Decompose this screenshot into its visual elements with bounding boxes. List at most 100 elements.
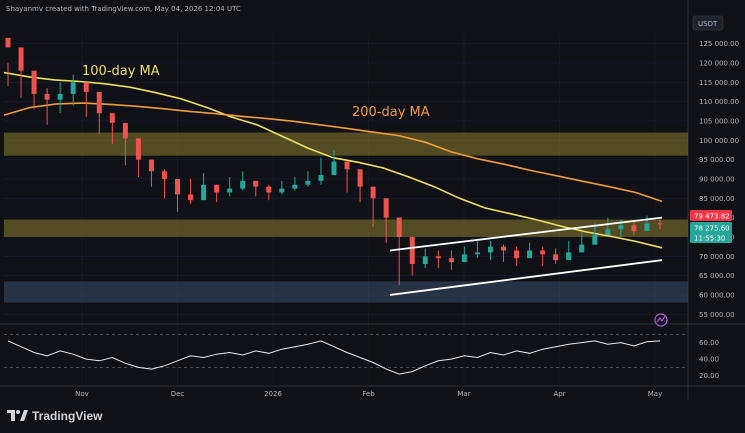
candle-body [370, 186, 376, 199]
price-tick-label: 105 000.00 [699, 117, 739, 125]
candle-body [409, 236, 415, 264]
candle-body [357, 169, 363, 187]
rsi-tick-label: 60.00 [699, 339, 719, 347]
candle-body [435, 256, 441, 259]
ma-line-0 [3, 71, 663, 249]
currency-badge[interactable] [692, 15, 724, 31]
candlestick-series [5, 37, 663, 286]
candle-body [540, 250, 546, 255]
candle-body [553, 254, 559, 261]
candle-body [592, 235, 598, 245]
candle-body [579, 244, 585, 253]
time-tick-label: Dec [171, 390, 185, 398]
price-tag-label: 78 275.60 [694, 225, 730, 233]
candle-body [5, 37, 11, 48]
price-tick-label: 125 000.00 [699, 40, 739, 48]
time-tick-label: Feb [362, 390, 375, 398]
tradingview-wordmark: TradingView [32, 409, 103, 423]
candle-body [618, 225, 624, 230]
candle-body [448, 258, 454, 263]
candle-body [96, 91, 102, 114]
candle-body [253, 180, 259, 187]
price-tick-label: 120 000.00 [699, 59, 739, 67]
candle-body [396, 217, 402, 237]
rsi-axis: 20.00 40.00 60.00 [699, 339, 719, 380]
price-tick-label: 95 000.00 [699, 156, 735, 164]
candle-body [148, 159, 154, 172]
ma-100-label: 100-day MA [82, 64, 160, 79]
candle-body [487, 246, 493, 253]
candle-body [383, 198, 389, 218]
ma-line-1 [3, 102, 663, 203]
time-tick-label: Apr [553, 390, 565, 398]
candle-body [122, 122, 128, 139]
candle-body [318, 175, 324, 181]
candle-body [227, 188, 233, 193]
price-tick-label: 110 000.00 [699, 98, 739, 106]
candle-body [70, 82, 76, 94]
price-tick-label: 65 000.00 [699, 272, 735, 280]
price-tag [690, 232, 732, 243]
candle-body [109, 113, 115, 123]
price-tick-label: 100 000.00 [699, 137, 739, 145]
candle-body [501, 246, 507, 251]
rsi-panel [4, 333, 688, 375]
candle-body [566, 252, 572, 261]
candle-body [135, 138, 141, 160]
candle-body [461, 254, 467, 263]
candle-body [57, 93, 63, 100]
candle-body [266, 186, 272, 193]
candle-body [214, 184, 220, 193]
price-tick-label: 70 000.00 [699, 253, 735, 261]
time-tick-label: 2026 [264, 390, 282, 398]
candle-body [201, 184, 207, 201]
candle-body [279, 188, 285, 193]
candle-body [292, 184, 298, 189]
candle-body [175, 178, 181, 195]
candle-body [631, 225, 637, 232]
rsi-line [7, 340, 661, 375]
candle-body [344, 161, 350, 170]
price-tag [690, 210, 732, 221]
candle-body [31, 70, 37, 94]
time-tick-label: May [648, 390, 662, 398]
candle-body [188, 194, 194, 201]
candle-body [305, 180, 311, 185]
support-resistance-zones [4, 132, 688, 303]
price-tag-label: 79 473.82 [694, 213, 730, 221]
price-tick-label: 90 000.00 [699, 175, 735, 183]
candle-body [422, 256, 428, 264]
candle-body [83, 82, 89, 92]
time-tick-label: Nov [75, 390, 89, 398]
tradingview-logo [7, 410, 28, 421]
channel-lower [389, 259, 663, 296]
price-tag-label: 11:55:30 [694, 235, 725, 243]
time-axis[interactable]: Nov Dec 2026 Feb Mar Apr May [75, 390, 662, 398]
currency-label: USDT [698, 20, 718, 28]
zone-0 [4, 132, 688, 156]
moving-averages [3, 71, 663, 249]
alert-icon[interactable] [654, 313, 668, 327]
channel-upper [389, 216, 663, 252]
price-tick-label: 55 000.00 [699, 311, 735, 319]
time-tick-label: Mar [457, 390, 470, 398]
candle-body [18, 47, 24, 71]
rsi-tick-label: 40.00 [699, 356, 719, 364]
ascending-channel [389, 216, 663, 296]
zone-1 [4, 219, 688, 237]
candle-body [527, 250, 533, 259]
candle-body [644, 223, 650, 232]
price-tick-label: 60 000.00 [699, 291, 735, 299]
rsi-tick-label: 20.00 [699, 372, 719, 380]
candle-body [514, 250, 520, 259]
candle-body [474, 252, 480, 255]
price-tag [690, 222, 732, 233]
candle-body [605, 229, 611, 235]
chart-attribution: Shayanmv created with TradingView.com, M… [6, 5, 241, 13]
price-tick-label: 115 000.00 [699, 79, 739, 87]
candle-body [657, 223, 663, 225]
price-tick-label: 85 000.00 [699, 195, 735, 203]
